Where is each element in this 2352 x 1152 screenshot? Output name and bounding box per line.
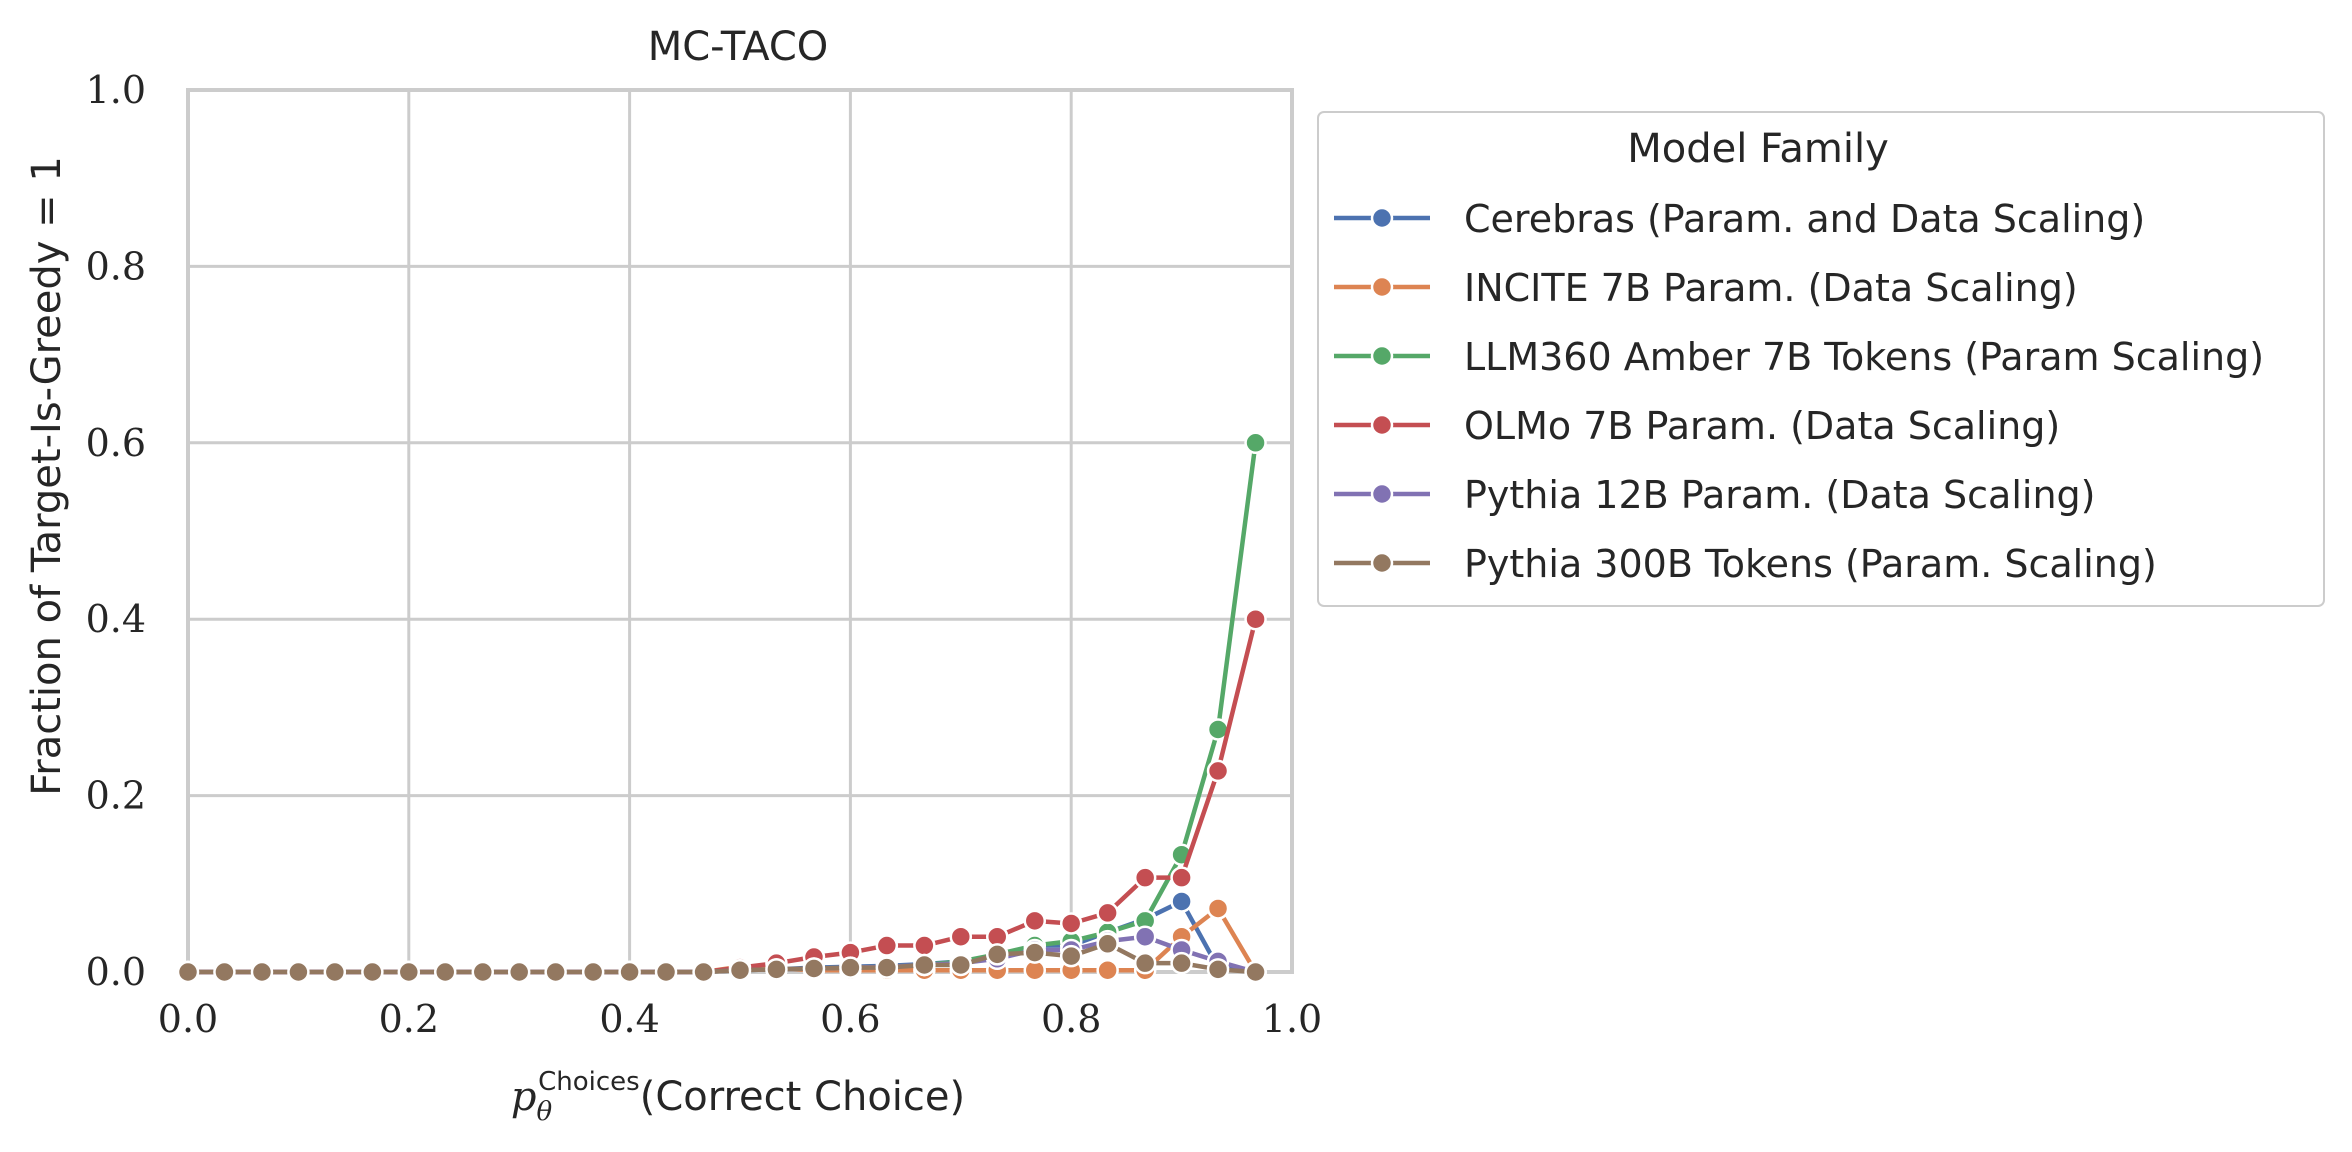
data-point xyxy=(1170,951,1193,975)
x-axis-label-superscript: Choices xyxy=(538,1067,640,1097)
data-point xyxy=(397,960,421,984)
data-point xyxy=(1059,912,1083,935)
x-axis-label-symbol: p xyxy=(511,1074,537,1120)
legend-marker xyxy=(1370,344,1394,368)
data-point xyxy=(1244,431,1267,455)
legend-item: Pythia 300B Tokens (Param. Scaling) xyxy=(1334,542,2157,586)
y-tick-label: 0.4 xyxy=(86,597,146,641)
data-point xyxy=(1133,951,1157,975)
legend-item: Pythia 12B Param. (Data Scaling) xyxy=(1334,473,2095,517)
data-point xyxy=(1170,890,1193,913)
data-point xyxy=(544,960,567,984)
data-point xyxy=(176,960,200,984)
data-point xyxy=(1244,607,1267,631)
legend-marker xyxy=(1370,482,1394,506)
legend-label: Cerebras (Param. and Data Scaling) xyxy=(1464,197,2145,241)
series-line xyxy=(188,934,1257,975)
x-tick-label: 0.8 xyxy=(1041,997,1101,1041)
data-point xyxy=(654,960,678,984)
x-axis-ticks: 0.0 0.2 0.4 0.6 0.8 1.0 xyxy=(158,997,1322,1041)
series-line xyxy=(188,442,1258,975)
y-tick-label: 0.6 xyxy=(86,421,146,465)
legend-marker xyxy=(1370,413,1394,437)
data-point xyxy=(323,960,347,984)
data-point xyxy=(1059,944,1083,968)
data-point xyxy=(507,960,531,984)
data-point xyxy=(1170,866,1193,889)
data-point xyxy=(1206,759,1230,783)
data-point xyxy=(433,960,457,984)
data-point xyxy=(802,957,826,980)
legend-label: Pythia 12B Param. (Data Scaling) xyxy=(1464,473,2095,517)
legend-marker xyxy=(1370,206,1394,230)
y-tick-label: 0.8 xyxy=(86,244,146,288)
data-point xyxy=(1133,866,1157,889)
data-point xyxy=(875,934,899,957)
data-point xyxy=(1244,960,1267,984)
x-tick-label: 0.4 xyxy=(599,997,659,1041)
legend-item: Cerebras (Param. and Data Scaling) xyxy=(1334,197,2145,241)
legend-item: INCITE 7B Param. (Data Scaling) xyxy=(1334,266,2078,310)
data-point xyxy=(471,960,495,984)
data-point xyxy=(1206,958,1230,981)
legend: Model Family Cerebras (Param. and Data S… xyxy=(1317,111,2325,607)
data-point xyxy=(213,960,236,984)
series-3 xyxy=(176,431,1267,984)
data-point xyxy=(839,956,862,979)
data-point xyxy=(1023,941,1047,964)
data-point xyxy=(1096,901,1119,925)
data-point xyxy=(581,960,605,984)
data-point xyxy=(287,960,310,984)
data-point xyxy=(875,956,899,979)
x-axis-label: pθChoices(Correct Choice) xyxy=(511,1067,965,1127)
plot-area xyxy=(176,88,1294,984)
legend-box xyxy=(1317,111,2325,607)
data-point xyxy=(618,960,641,984)
data-point xyxy=(361,960,384,984)
legend-item: OLMo 7B Param. (Data Scaling) xyxy=(1334,404,2060,448)
data-point xyxy=(1096,932,1119,956)
data-point xyxy=(692,960,715,984)
x-tick-label: 0.2 xyxy=(379,997,439,1041)
x-axis-label-text: (Correct Choice) xyxy=(640,1074,965,1120)
data-point xyxy=(949,953,973,977)
y-axis-label: Fraction of Target-Is-Greedy = 1 xyxy=(24,156,70,796)
legend-items: Cerebras (Param. and Data Scaling) INCITE… xyxy=(1334,197,2264,586)
data-point xyxy=(1206,897,1230,920)
legend-label: LLM360 Amber 7B Tokens (Param Scaling) xyxy=(1464,335,2264,379)
x-tick-label: 1.0 xyxy=(1262,997,1322,1041)
x-tick-label: 0.0 xyxy=(158,997,218,1041)
data-point xyxy=(765,958,788,981)
y-tick-label: 1.0 xyxy=(86,68,146,112)
legend-label: Pythia 300B Tokens (Param. Scaling) xyxy=(1464,542,2157,586)
legend-title: Model Family xyxy=(1627,126,1889,172)
data-point xyxy=(1023,909,1047,933)
data-point xyxy=(985,943,1009,966)
chart-title: MC-TACO xyxy=(648,24,829,70)
legend-marker xyxy=(1370,275,1394,299)
x-axis-label-subscript: θ xyxy=(536,1097,552,1127)
data-point xyxy=(913,953,936,977)
svg-text:pθChoices(Correct Choice): pθChoices(Correct Choice) xyxy=(511,1067,965,1127)
legend-item: LLM360 Amber 7B Tokens (Param Scaling) xyxy=(1334,335,2264,379)
y-tick-label: 0.0 xyxy=(86,950,146,994)
plot-frame xyxy=(186,88,1294,974)
legend-marker xyxy=(1370,551,1394,575)
data-point xyxy=(728,958,752,982)
y-tick-label: 0.2 xyxy=(86,774,146,818)
series-6 xyxy=(176,932,1267,984)
data-point xyxy=(250,960,274,984)
legend-label: OLMo 7B Param. (Data Scaling) xyxy=(1464,404,2060,448)
data-point xyxy=(949,925,973,948)
legend-label: INCITE 7B Param. (Data Scaling) xyxy=(1464,266,2078,310)
data-point xyxy=(913,934,936,957)
y-axis-ticks: 0.0 0.2 0.4 0.6 0.8 1.0 xyxy=(86,68,146,994)
data-point xyxy=(1096,958,1119,982)
x-tick-label: 0.6 xyxy=(820,997,880,1041)
data-point xyxy=(1133,925,1157,948)
